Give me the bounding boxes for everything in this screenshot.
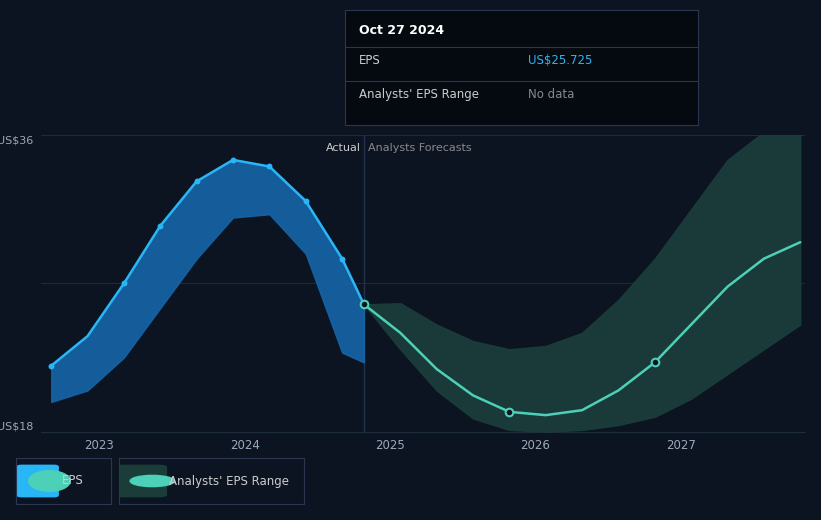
FancyBboxPatch shape (115, 465, 167, 497)
Text: Actual: Actual (326, 144, 361, 153)
Text: EPS: EPS (359, 54, 381, 67)
Circle shape (130, 475, 174, 487)
Point (190, 177, 204, 186)
Text: Oct 27 2024: Oct 27 2024 (359, 24, 444, 37)
Text: US$36: US$36 (0, 135, 34, 145)
Point (154, 222, 167, 230)
Text: EPS: EPS (62, 474, 84, 488)
Text: Analysts Forecasts: Analysts Forecasts (369, 144, 472, 153)
Point (357, 300, 370, 308)
Point (117, 279, 131, 288)
Point (649, 358, 662, 367)
Point (263, 162, 276, 171)
Text: US$25.725: US$25.725 (529, 54, 593, 67)
Point (44, 361, 57, 370)
Point (357, 300, 370, 308)
Circle shape (29, 471, 71, 491)
Text: US$18: US$18 (0, 422, 34, 432)
Text: No data: No data (529, 88, 575, 101)
Text: Analysts' EPS Range: Analysts' EPS Range (359, 88, 479, 101)
Point (227, 156, 240, 164)
Point (299, 197, 312, 205)
FancyBboxPatch shape (16, 465, 59, 497)
Point (502, 408, 516, 416)
Text: Analysts' EPS Range: Analysts' EPS Range (169, 474, 289, 488)
Point (336, 255, 349, 263)
